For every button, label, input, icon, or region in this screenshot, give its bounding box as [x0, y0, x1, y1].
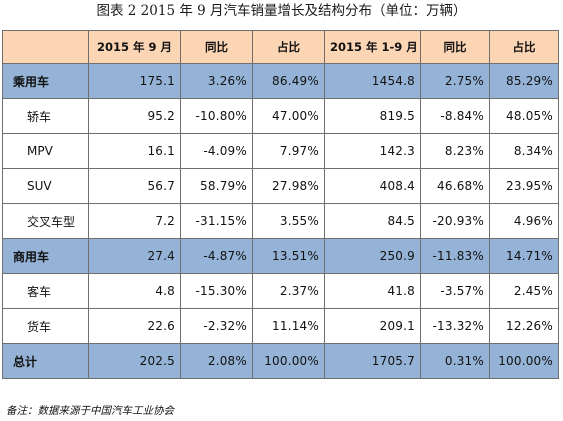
row-sedan: 轿车 95.2 -10.80% 47.00% 819.5 -8.84% 48.0…	[2, 98, 559, 134]
cell-ytd-yoy: -20.93%	[420, 203, 490, 239]
cell-ytd-share: 2.45%	[489, 273, 559, 309]
cell-sep-share: 47.00%	[252, 98, 325, 134]
cell-sep-volume: 95.2	[88, 98, 181, 134]
cell-ytd-volume: 408.4	[324, 168, 421, 204]
cell-sep-share: 100.00%	[252, 343, 325, 379]
row-label: 商用车	[2, 238, 89, 274]
cell-sep-share: 2.37%	[252, 273, 325, 309]
row-label: SUV	[2, 168, 89, 204]
cell-sep-yoy: -4.09%	[180, 133, 253, 169]
cell-sep-volume: 4.8	[88, 273, 181, 309]
cell-ytd-yoy: 8.23%	[420, 133, 490, 169]
header-ytd-volume: 2015 年 1-9 月	[324, 30, 421, 64]
cell-ytd-share: 48.05%	[489, 98, 559, 134]
cell-sep-volume: 16.1	[88, 133, 181, 169]
cell-sep-yoy: -10.80%	[180, 98, 253, 134]
row-suv: SUV 56.7 58.79% 27.98% 408.4 46.68% 23.9…	[2, 168, 559, 204]
cell-sep-share: 7.97%	[252, 133, 325, 169]
cell-ytd-yoy: -13.32%	[420, 308, 490, 344]
cell-ytd-share: 100.00%	[489, 343, 559, 379]
cell-sep-yoy: -31.15%	[180, 203, 253, 239]
cell-ytd-share: 8.34%	[489, 133, 559, 169]
row-label: 总计	[2, 343, 89, 379]
cell-ytd-volume: 84.5	[324, 203, 421, 239]
cell-sep-volume: 202.5	[88, 343, 181, 379]
header-sep-yoy: 同比	[180, 30, 253, 64]
cell-ytd-volume: 1454.8	[324, 63, 421, 99]
cell-ytd-volume: 1705.7	[324, 343, 421, 379]
cell-ytd-volume: 209.1	[324, 308, 421, 344]
cell-ytd-share: 23.95%	[489, 168, 559, 204]
cell-ytd-volume: 250.9	[324, 238, 421, 274]
cell-ytd-volume: 41.8	[324, 273, 421, 309]
cell-sep-volume: 56.7	[88, 168, 181, 204]
cell-sep-share: 11.14%	[252, 308, 325, 344]
table-title: 图表 2 2015 年 9 月汽车销量增长及结构分布（单位：万辆）	[96, 3, 467, 19]
cell-sep-share: 86.49%	[252, 63, 325, 99]
header-sep-share: 占比	[252, 30, 325, 64]
row-buses: 客车 4.8 -15.30% 2.37% 41.8 -3.57% 2.45%	[2, 273, 559, 309]
cell-sep-volume: 7.2	[88, 203, 181, 239]
cell-ytd-yoy: -8.84%	[420, 98, 490, 134]
row-label: 乘用车	[2, 63, 89, 99]
cell-sep-volume: 27.4	[88, 238, 181, 274]
row-label: 轿车	[2, 98, 89, 134]
cell-sep-yoy: -15.30%	[180, 273, 253, 309]
cell-ytd-share: 85.29%	[489, 63, 559, 99]
row-commercial-vehicles: 商用车 27.4 -4.87% 13.51% 250.9 -11.83% 14.…	[2, 238, 559, 274]
header-corner	[2, 30, 89, 64]
cell-sep-yoy: 58.79%	[180, 168, 253, 204]
cell-ytd-yoy: 0.31%	[420, 343, 490, 379]
cell-sep-volume: 22.6	[88, 308, 181, 344]
row-label: 货车	[2, 308, 89, 344]
cell-sep-yoy: 2.08%	[180, 343, 253, 379]
row-passenger-cars: 乘用车 175.1 3.26% 86.49% 1454.8 2.75% 85.2…	[2, 63, 559, 99]
header-ytd-share: 占比	[489, 30, 559, 64]
header-sep-volume: 2015 年 9 月	[88, 30, 181, 64]
cell-sep-yoy: 3.26%	[180, 63, 253, 99]
header-row: 2015 年 9 月 同比 占比 2015 年 1-9 月 同比 占比	[2, 30, 559, 64]
cell-ytd-yoy: -11.83%	[420, 238, 490, 274]
cell-ytd-share: 12.26%	[489, 308, 559, 344]
row-mpv: MPV 16.1 -4.09% 7.97% 142.3 8.23% 8.34%	[2, 133, 559, 169]
row-label: 客车	[2, 273, 89, 309]
row-label: MPV	[2, 133, 89, 169]
cell-sep-share: 3.55%	[252, 203, 325, 239]
row-label: 交叉车型	[2, 203, 89, 239]
cell-sep-share: 13.51%	[252, 238, 325, 274]
row-crossover: 交叉车型 7.2 -31.15% 3.55% 84.5 -20.93% 4.96…	[2, 203, 559, 239]
cell-ytd-yoy: 46.68%	[420, 168, 490, 204]
cell-sep-volume: 175.1	[88, 63, 181, 99]
cell-sep-share: 27.98%	[252, 168, 325, 204]
row-trucks: 货车 22.6 -2.32% 11.14% 209.1 -13.32% 12.2…	[2, 308, 559, 344]
cell-ytd-yoy: -3.57%	[420, 273, 490, 309]
cell-sep-yoy: -4.87%	[180, 238, 253, 274]
row-total: 总计 202.5 2.08% 100.00% 1705.7 0.31% 100.…	[2, 343, 559, 379]
cell-sep-yoy: -2.32%	[180, 308, 253, 344]
sales-table: 2015 年 9 月 同比 占比 2015 年 1-9 月 同比 占比 乘用车 …	[2, 30, 559, 379]
cell-ytd-volume: 819.5	[324, 98, 421, 134]
cell-ytd-yoy: 2.75%	[420, 63, 490, 99]
source-note: 备注：数据来源于中国汽车工业协会	[6, 405, 174, 417]
header-ytd-yoy: 同比	[420, 30, 490, 64]
cell-ytd-volume: 142.3	[324, 133, 421, 169]
cell-ytd-share: 14.71%	[489, 238, 559, 274]
cell-ytd-share: 4.96%	[489, 203, 559, 239]
